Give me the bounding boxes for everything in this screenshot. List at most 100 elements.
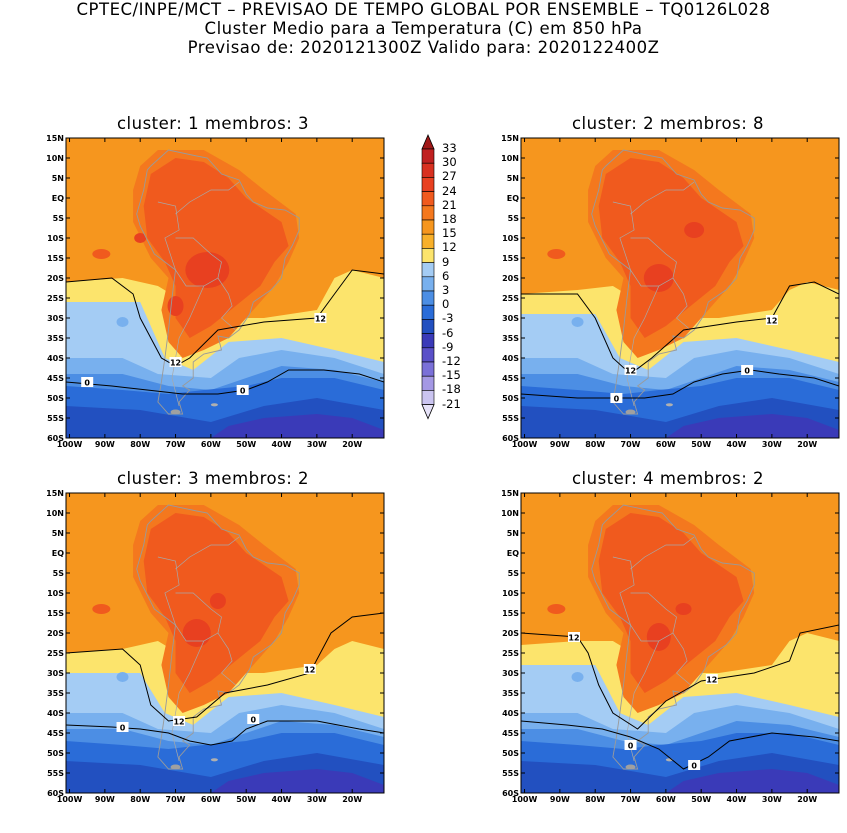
svg-text:12: 12 [625,367,636,376]
temp-core-21 [547,249,566,259]
lat-tick-label: 5N [52,529,64,538]
lon-tick-label: 20W [342,795,362,804]
map-panel-cluster-4: cluster: 4 membros: 2 12 12 0 0 15N 10N 5N EQ 5S… [501,469,840,833]
panel-title: cluster: 1 membros: 3 [116,114,310,133]
lat-tick-label: 50S [502,749,519,758]
colorbar-level-label: -15 [442,368,461,383]
country-border [630,237,677,287]
temp-core-24 [185,252,230,288]
map-frame [520,492,840,794]
lat-tick-label: 15N [46,489,64,498]
lat-tick-label: 10S [502,589,519,598]
lat-tick-label: 60S [47,434,64,443]
lat-tick-label: 15N [501,134,519,143]
colorbar-level-label: 9 [442,254,450,269]
lon-tick-label: 60W [201,440,221,449]
lat-tick-label: 10S [47,234,64,243]
svg-text:0: 0 [250,716,256,725]
map-frame [65,492,385,794]
colorbar-swatch [421,233,435,249]
lat-tick-label: 35S [47,334,64,343]
colorbar-level-label: 18 [442,212,457,226]
svg-text:0: 0 [614,395,620,404]
lon-tick-label: 100W [512,440,538,449]
colorbar-swatch [421,290,435,306]
map-frame [520,137,840,439]
temp-band-21 [598,158,744,338]
country-border [630,536,695,570]
contour-label: 12 [624,365,637,376]
lat-tick-label: 40S [502,354,519,363]
lat-tick-label: 35S [47,689,64,698]
country-border [217,632,236,686]
lat-tick-label: 30S [47,669,64,678]
lat-tick-label: 5S [53,214,65,223]
temp-core-24 [684,222,705,238]
colorbar-min-arrow [421,404,435,420]
lat-tick-label: 15S [502,609,519,618]
contour-label: 12 [173,716,186,727]
colorbar-swatch [421,162,435,178]
lon-tick-label: 40W [272,440,292,449]
temp-core-24 [209,593,226,609]
lat-tick-label: 25S [502,649,519,658]
colorbar-level-label: 12 [442,240,457,255]
lon-tick-label: 30W [307,440,327,449]
lon-tick-label: 30W [762,795,782,804]
lat-tick-label: 55S [502,769,519,778]
contour-label: 0 [116,722,129,733]
lat-tick-label: EQ [52,194,64,203]
colorbar-swatch [421,375,435,391]
lat-tick-label: 5S [508,214,520,223]
lon-tick-label: 70W [166,795,186,804]
svg-text:0: 0 [744,367,750,376]
lat-tick-label: 50S [502,394,519,403]
lat-tick-label: 40S [502,709,519,718]
contour-12 [66,269,384,367]
contour-0 [521,720,839,770]
map-canvas: 12 12 0 0 15N 10N 5N EQ 5S 10S 15S 20S 25S 30S 35S 40S 4… [46,134,385,449]
country-border [672,277,691,331]
tierra-del-fuego [170,764,181,770]
lon-tick-label: 50W [236,440,256,449]
lon-tick-label: 80W [130,795,150,804]
header-line-1: CPTEC/INPE/MCT – PREVISAO DE TEMPO GLOBA… [76,0,771,19]
temp-band-minus9 [210,769,384,793]
country-border [171,640,205,762]
lat-tick-label: 5N [507,529,519,538]
temp-core-24 [182,619,211,647]
lon-tick-label: 60W [656,795,676,804]
colorbar-swatch [421,177,435,192]
country-border [612,201,635,271]
country-border [626,285,660,407]
lon-tick-label: 70W [621,440,641,449]
lat-tick-label: 40S [47,709,64,718]
contour-label: 12 [303,664,316,675]
tierra-del-fuego [170,409,181,415]
lat-tick-label: 10N [46,509,64,518]
temp-core-24 [134,233,147,243]
header-line-3: Previsao de: 2020121300Z Valido para: 20… [187,38,660,57]
colorbar-swatch [421,191,435,207]
lat-tick-label: 55S [47,414,64,423]
falkland-islands [210,758,218,762]
lon-tick-label: 70W [166,440,186,449]
colorbar-level-label: -6 [442,325,454,340]
colorbar-swatch [421,390,435,405]
figure-header: CPTEC/INPE/MCT – PREVISAO DE TEMPO GLOBA… [0,0,847,57]
country-border [157,201,180,271]
contour-label: 0 [610,393,623,404]
lon-tick-label: 100W [57,795,83,804]
colorbar-swatch [421,219,435,235]
colorbar-swatch [421,347,435,363]
temp-band-minus9 [665,414,839,438]
colorbar-swatch [421,276,435,292]
lat-tick-label: 10N [501,154,519,163]
lon-tick-label: 80W [585,795,605,804]
svg-text:0: 0 [691,762,697,771]
contour-label: 12 [705,674,718,685]
colorbar-swatch [421,333,435,349]
temp-core-3 [116,672,129,682]
lat-tick-label: 35S [502,334,519,343]
header-line-2: Cluster Medio para a Temperatura (C) em … [204,19,643,38]
